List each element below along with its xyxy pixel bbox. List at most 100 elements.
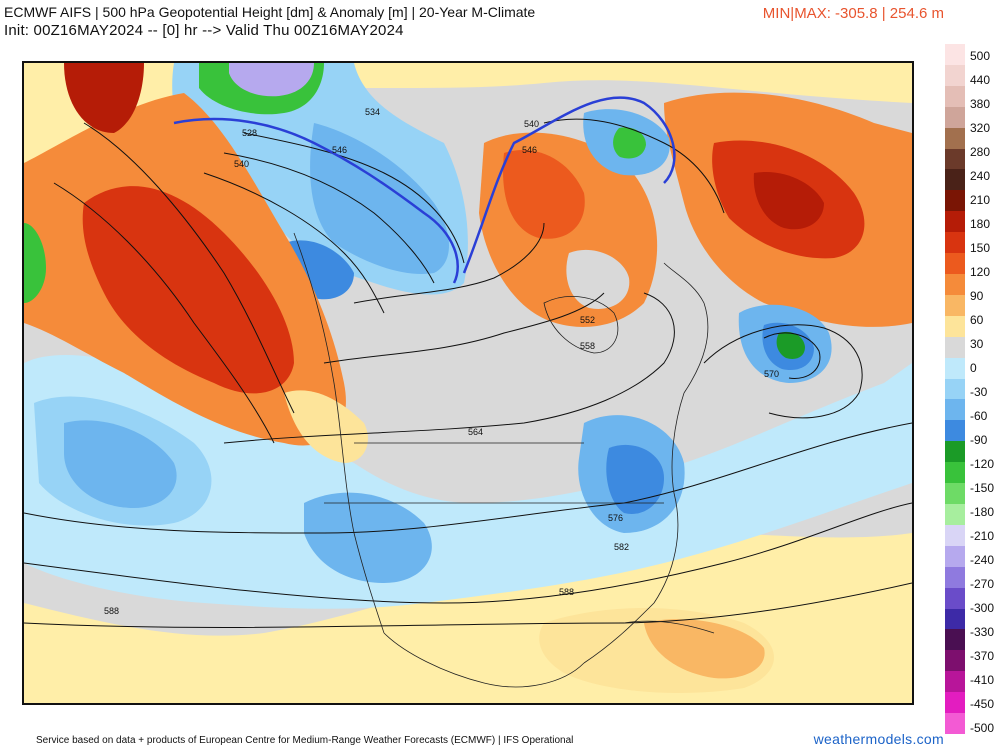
contour-label: 540 xyxy=(524,119,539,129)
legend-tick-label: -300 xyxy=(970,601,995,615)
legend-swatch xyxy=(945,713,965,735)
legend-swatch xyxy=(945,483,965,505)
anomaly-map: 528 534 540 546 540 546 552 558 564 570 … xyxy=(22,61,914,705)
legend-swatch xyxy=(945,106,965,129)
legend-tick-label: -240 xyxy=(970,553,995,567)
blue-sw-us xyxy=(304,492,432,583)
legend-swatch xyxy=(945,399,965,421)
yellow-west-coast xyxy=(284,390,368,463)
legend-swatch xyxy=(945,545,965,568)
legend-tick-label: -120 xyxy=(970,457,995,471)
darkred-atlantic-core xyxy=(753,172,824,230)
legend-tick-label: 280 xyxy=(970,145,991,159)
legend-tick-label: -330 xyxy=(970,625,995,639)
legend-swatch xyxy=(945,336,965,359)
contour-label: 588 xyxy=(559,587,574,597)
legend-swatch xyxy=(945,671,965,693)
red-hudson xyxy=(503,149,585,239)
legend-swatch xyxy=(945,462,965,484)
legend-swatch xyxy=(945,253,965,275)
legend-swatch xyxy=(945,294,965,317)
540-contour xyxy=(173,96,676,284)
legend-swatch xyxy=(945,650,965,672)
legend-swatch xyxy=(945,190,965,212)
min-max-readout: MIN|MAX: -305.8 | 254.6 m xyxy=(762,5,944,22)
green-atlantic-core xyxy=(776,331,805,359)
contour-label: 546 xyxy=(332,145,347,155)
legend-tick-label: -410 xyxy=(970,673,995,687)
lavender-arctic xyxy=(229,63,314,97)
orange-caribbean xyxy=(644,619,765,679)
legend-swatch xyxy=(945,441,965,463)
legend-swatch xyxy=(945,85,965,108)
legend-tick-label: -450 xyxy=(970,697,995,711)
legend-tick-label: -180 xyxy=(970,505,995,519)
contour-label: 582 xyxy=(614,542,629,552)
legend-tick-label: 320 xyxy=(970,121,991,135)
legend-swatch xyxy=(945,629,965,651)
contour-label: 564 xyxy=(468,427,483,437)
legend-swatch xyxy=(945,420,965,442)
init-valid-time: Init: 00Z16MAY2024 -- [0] hr --> Valid T… xyxy=(4,22,404,39)
legend-tick-label: 500 xyxy=(970,49,991,63)
legend-swatch xyxy=(945,504,965,526)
legend-tick-label: -210 xyxy=(970,529,995,543)
gray-quebec-low xyxy=(566,249,630,309)
legend-tick-label: 60 xyxy=(970,313,984,327)
contour-label: 546 xyxy=(522,145,537,155)
legend-tick-label: 240 xyxy=(970,169,991,183)
blue-pacific-core xyxy=(64,420,177,508)
legend-tick-label: 440 xyxy=(970,73,991,87)
legend-swatch xyxy=(945,64,965,87)
legend-swatch xyxy=(945,692,965,714)
legend-tick-label: -30 xyxy=(970,385,988,399)
legend-tick-label: 30 xyxy=(970,337,984,351)
legend-tick-label: -60 xyxy=(970,409,988,423)
contour-label: 552 xyxy=(580,315,595,325)
blue-east-us-core xyxy=(606,444,664,514)
map-canvas: 528 534 540 546 540 546 552 558 564 570 … xyxy=(24,63,912,703)
legend-swatch xyxy=(945,148,965,170)
contour-label: 588 xyxy=(104,606,119,616)
legend-tick-label: 90 xyxy=(970,289,984,303)
legend-tick-label: -150 xyxy=(970,481,995,495)
legend-swatch xyxy=(945,608,965,630)
legend-swatch xyxy=(945,524,965,547)
legend-tick-label: 0 xyxy=(970,361,977,375)
legend-swatch xyxy=(945,587,965,610)
legend-tick-label: -270 xyxy=(970,577,995,591)
contour-label: 540 xyxy=(234,159,249,169)
contour-label: 558 xyxy=(580,341,595,351)
legend-swatch xyxy=(945,44,965,66)
legend-tick-label: 210 xyxy=(970,193,991,207)
legend-tick-label: -90 xyxy=(970,433,988,447)
height-contours xyxy=(24,118,912,628)
legend-swatch xyxy=(945,127,965,150)
red-alaska-core xyxy=(64,63,144,133)
legend-tick-label: 180 xyxy=(970,217,991,231)
chart-title: ECMWF AIFS | 500 hPa Geopotential Height… xyxy=(4,4,536,20)
legend-swatch xyxy=(945,274,965,296)
legend-swatch xyxy=(945,566,965,589)
contour-label: 570 xyxy=(764,369,779,379)
legend-swatch xyxy=(945,378,965,400)
green-greenland-core xyxy=(613,127,646,159)
contour-labels: 528 534 540 546 540 546 552 558 564 570 … xyxy=(104,107,779,616)
legend-tick-label: 120 xyxy=(970,265,991,279)
green-west-edge xyxy=(24,223,46,303)
contour-label: 528 xyxy=(242,128,257,138)
contour-label: 576 xyxy=(608,513,623,523)
coastlines xyxy=(293,232,715,688)
legend-tick-label: -500 xyxy=(970,721,995,735)
contour-label: 534 xyxy=(365,107,380,117)
legend-tick-label: -370 xyxy=(970,649,995,663)
legend-swatch xyxy=(945,357,965,380)
legend-tick-label: 150 xyxy=(970,241,991,255)
legend-swatch xyxy=(945,232,965,254)
legend-swatch xyxy=(945,169,965,191)
legend-tick-label: 380 xyxy=(970,97,991,111)
brand-link[interactable]: weathermodels.com xyxy=(813,731,944,747)
legend-swatch xyxy=(945,211,965,233)
data-credit: Service based on data + products of Euro… xyxy=(36,735,574,746)
color-legend xyxy=(945,44,965,735)
